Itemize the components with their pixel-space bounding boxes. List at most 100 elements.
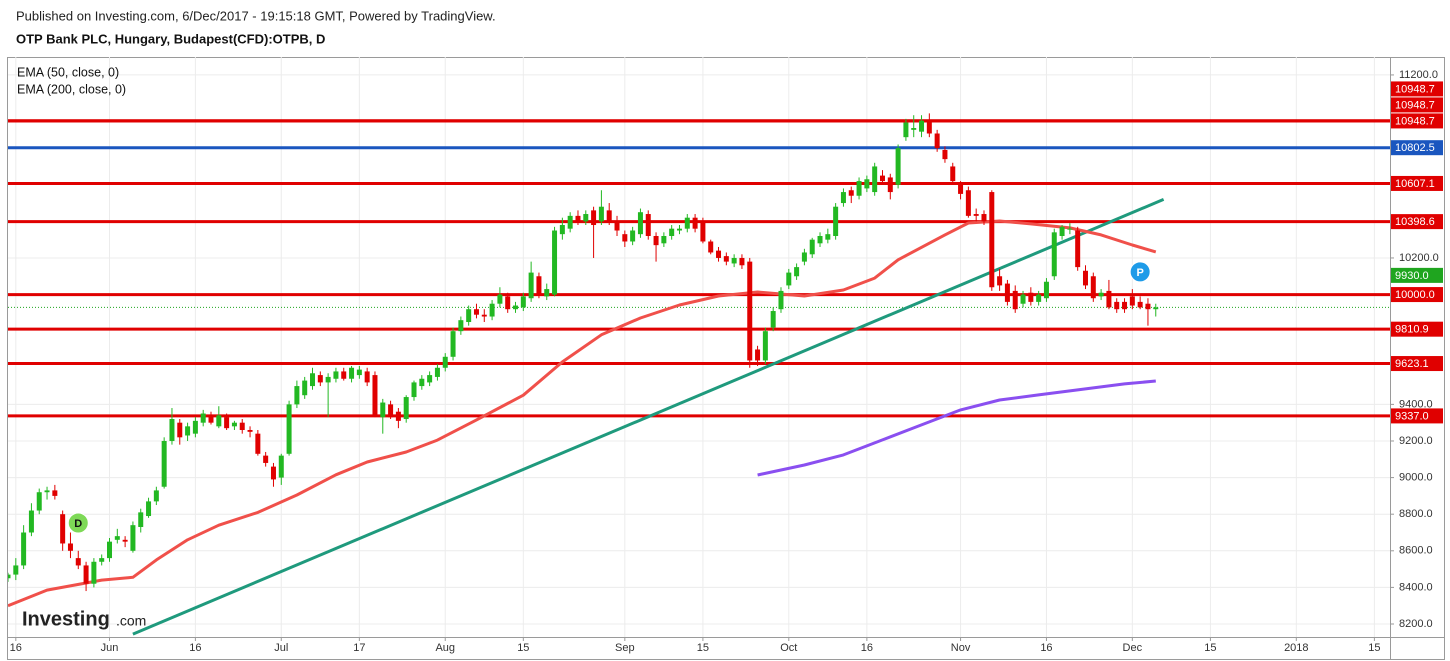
candle-body [153, 490, 159, 502]
level-tag [1391, 97, 1443, 113]
candle-body [762, 331, 768, 361]
x-tick-label: 15 [1368, 642, 1380, 654]
level-label: 9623.1 [1395, 358, 1429, 370]
candle-body [770, 311, 776, 328]
candle-body [466, 309, 472, 323]
candle-body [1098, 292, 1104, 297]
candle-body [864, 179, 870, 189]
candle-body [856, 181, 862, 196]
candle-body [958, 184, 964, 194]
level-label: 10948.7 [1395, 99, 1435, 111]
candle-body [903, 122, 909, 138]
candle-body [28, 510, 34, 533]
level-label: 10948.7 [1395, 115, 1435, 127]
level-label: 10000.0 [1395, 289, 1435, 301]
candle-body [341, 371, 347, 379]
candle-body [840, 192, 846, 204]
candle-body [872, 166, 878, 193]
candle-body [567, 215, 573, 229]
candle-body [44, 490, 50, 493]
x-tick-label: Jun [101, 642, 119, 654]
x-tick-label: 15 [697, 642, 709, 654]
level-tag [1391, 287, 1443, 303]
candle-body [60, 514, 66, 544]
candle-body [286, 404, 292, 454]
candle-body [630, 230, 636, 242]
candle-body [786, 272, 792, 286]
candle-body [684, 217, 690, 229]
candle-body [349, 367, 355, 379]
candle-body [825, 234, 831, 240]
candle-body [138, 512, 144, 528]
candle-body [778, 290, 784, 310]
candle-body [1036, 294, 1042, 302]
candle-body [1043, 281, 1049, 299]
grid [8, 57, 1390, 637]
ema-line [8, 219, 1157, 608]
x-tick-label: 16 [861, 642, 873, 654]
candle-body [1004, 283, 1010, 302]
x-tick-label: Aug [435, 642, 455, 654]
candle-body [989, 192, 995, 288]
event-marker-label: D [74, 518, 82, 530]
legend-entry: EMA (200, close, 0) [17, 82, 126, 96]
candle-body [1129, 296, 1135, 306]
candle-body [442, 356, 448, 368]
candle-body [497, 294, 503, 304]
candle-body [700, 221, 706, 242]
candle-body [1020, 294, 1026, 304]
candle-body [583, 214, 589, 222]
candle-body [848, 190, 854, 196]
candle-body [528, 272, 534, 299]
candle-body [536, 276, 542, 295]
level-tag [1391, 321, 1443, 337]
candle-body [879, 175, 885, 182]
legend-entry: EMA (50, close, 0) [17, 65, 119, 79]
x-tick-label: Dec [1123, 642, 1143, 654]
candle-body [75, 558, 81, 566]
candle-body [1075, 230, 1081, 268]
candle-body [200, 413, 206, 423]
candle-body [591, 210, 597, 226]
candle-body [99, 558, 105, 562]
candle-body [731, 257, 737, 264]
candle-body [598, 206, 604, 222]
candle-body [942, 149, 948, 160]
y-tick-label: 9400.0 [1399, 398, 1433, 410]
candle-body [67, 543, 73, 551]
candle-body [325, 376, 331, 383]
candle-body [973, 214, 979, 216]
candle-body [146, 501, 152, 517]
candle-body [247, 430, 253, 432]
candle-body [997, 276, 1003, 286]
x-tick-label: 15 [517, 642, 529, 654]
level-label: 9337.0 [1395, 410, 1429, 422]
last-price-tag [1391, 267, 1443, 283]
level-tag [1391, 81, 1443, 97]
y-tick-label: 9200.0 [1399, 435, 1433, 447]
candle-body [747, 261, 753, 361]
candle-body [185, 426, 191, 436]
candle-body [559, 225, 565, 235]
candle-body [965, 190, 971, 216]
last-price-label: 9930.0 [1395, 270, 1429, 282]
candle-body [208, 415, 214, 423]
plot-area: DP [8, 113, 1390, 636]
frame [7, 57, 1445, 660]
candle-body [520, 296, 526, 308]
candle-body [130, 525, 136, 551]
level-tag [1391, 140, 1443, 156]
candle-body [723, 256, 729, 262]
level-tag [1391, 214, 1443, 230]
level-tag [1391, 175, 1443, 191]
candle-body [1028, 292, 1034, 302]
candle-body [317, 375, 323, 383]
candle-body [481, 314, 487, 317]
level-label: 10398.6 [1395, 216, 1435, 228]
candle-body [278, 455, 284, 478]
candle-body [427, 375, 433, 383]
x-tick-label: 16 [1040, 642, 1052, 654]
level-tag [1391, 356, 1443, 372]
candle-body [107, 541, 113, 559]
